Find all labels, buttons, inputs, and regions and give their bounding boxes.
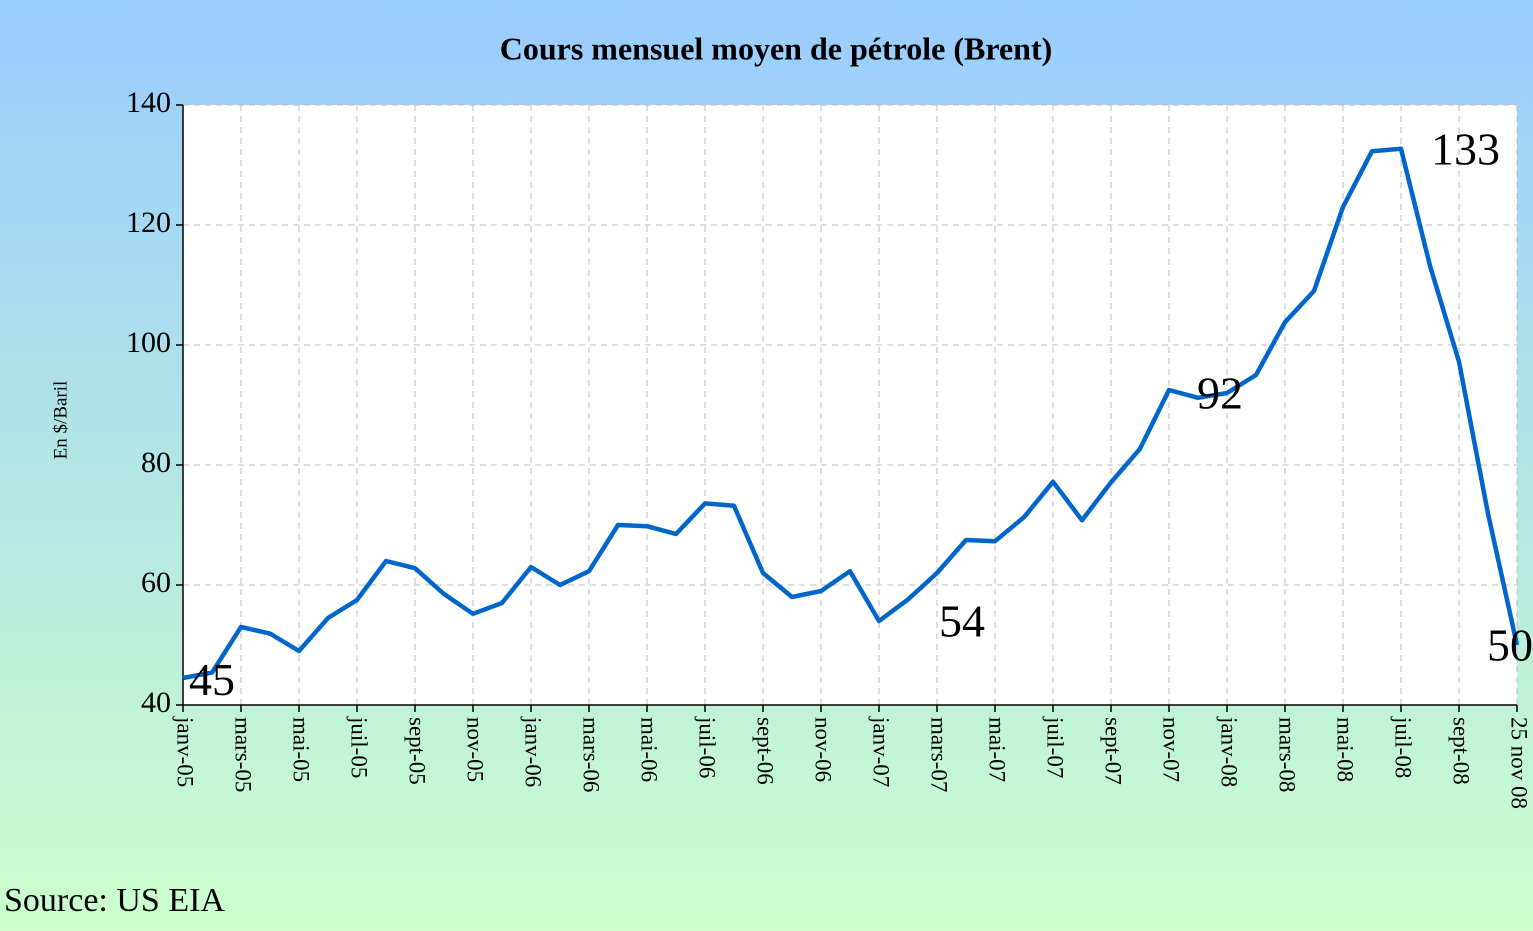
x-tick-label: mai-07 (985, 717, 1010, 782)
x-tick-label: sept-06 (753, 717, 778, 785)
data-label: 92 (1197, 368, 1243, 419)
data-label: 54 (939, 596, 985, 647)
x-tick-label: mai-06 (637, 717, 662, 782)
y-tick-label: 140 (126, 86, 171, 119)
data-label: 50 (1487, 620, 1533, 671)
x-tick-label: juil-08 (1391, 716, 1416, 778)
y-tick-label: 100 (126, 326, 171, 359)
x-tick-label: 25 nov 08 (1507, 717, 1532, 809)
x-tick-label: janv-08 (1217, 716, 1242, 787)
x-tick-label: juil-05 (347, 716, 372, 778)
x-tick-label: juil-07 (1043, 716, 1068, 778)
x-tick-label: mai-05 (289, 717, 314, 782)
x-tick-label: janv-05 (173, 716, 198, 787)
y-tick-label: 80 (141, 446, 171, 479)
y-tick-label: 60 (141, 566, 171, 599)
x-tick-label: mai-08 (1333, 717, 1358, 782)
x-tick-label: mars-07 (927, 717, 952, 792)
x-tick-label: nov-05 (463, 717, 488, 782)
y-tick-label: 120 (126, 206, 171, 239)
x-tick-label: sept-08 (1449, 717, 1474, 785)
x-tick-label: mars-06 (579, 717, 604, 792)
x-tick-label: nov-06 (811, 717, 836, 782)
data-label: 45 (189, 654, 235, 705)
source: Source: US EIA (4, 882, 225, 919)
x-tick-label: juil-06 (695, 716, 720, 778)
x-tick-label: janv-06 (521, 716, 546, 787)
x-tick-label: mars-05 (231, 717, 256, 792)
data-label: 133 (1431, 123, 1500, 174)
y-axis-title: En $/Baril (50, 381, 71, 460)
x-tick-label: mars-08 (1275, 717, 1300, 792)
y-tick-label: 40 (141, 686, 171, 719)
x-tick-label: janv-07 (869, 716, 894, 787)
x-tick-label: sept-07 (1101, 717, 1126, 785)
x-tick-label: sept-05 (405, 717, 430, 785)
line (182, 146, 1520, 681)
chart-title: Cours mensuel moyen de pétrole (Brent) (500, 30, 1053, 66)
x-tick-label: nov-07 (1159, 717, 1184, 782)
plot-area (183, 105, 1517, 705)
